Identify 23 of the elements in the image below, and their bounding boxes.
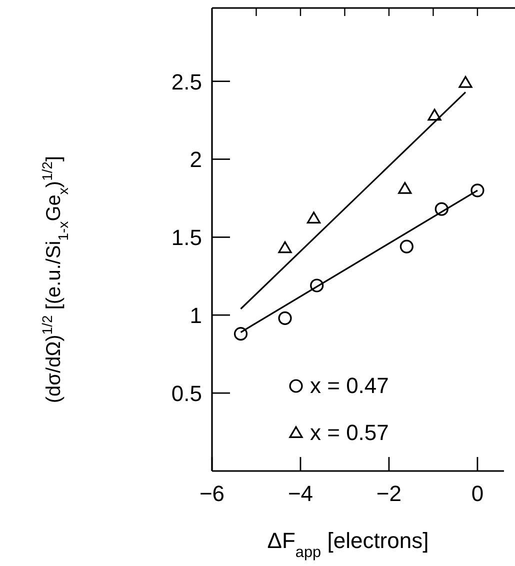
x-tick-label: −2 bbox=[376, 481, 402, 506]
point bbox=[306, 212, 321, 224]
x-tick-label: −6 bbox=[199, 481, 225, 506]
y-tick-label: 1 bbox=[190, 303, 202, 328]
point bbox=[428, 108, 442, 121]
point bbox=[398, 182, 412, 194]
point bbox=[278, 311, 292, 326]
legend-label: x = 0.47 bbox=[310, 373, 389, 398]
y-tick-label: 1.5 bbox=[171, 225, 202, 250]
point bbox=[434, 202, 448, 216]
y-tick-label: 2 bbox=[190, 147, 202, 172]
point bbox=[470, 184, 484, 198]
x-tick-label: 0 bbox=[471, 481, 484, 506]
y-tick-label: 0.5 bbox=[171, 381, 202, 406]
point bbox=[400, 240, 414, 254]
point bbox=[310, 278, 324, 292]
legend-label: x = 0.57 bbox=[310, 420, 389, 445]
x-tick-label: −4 bbox=[288, 481, 314, 506]
point bbox=[278, 241, 292, 254]
y-tick-label: 2.5 bbox=[171, 69, 202, 94]
point bbox=[234, 327, 248, 341]
x-axis-title: ΔF$_{app}$ [electrons] bbox=[267, 528, 429, 560]
point bbox=[458, 76, 472, 88]
